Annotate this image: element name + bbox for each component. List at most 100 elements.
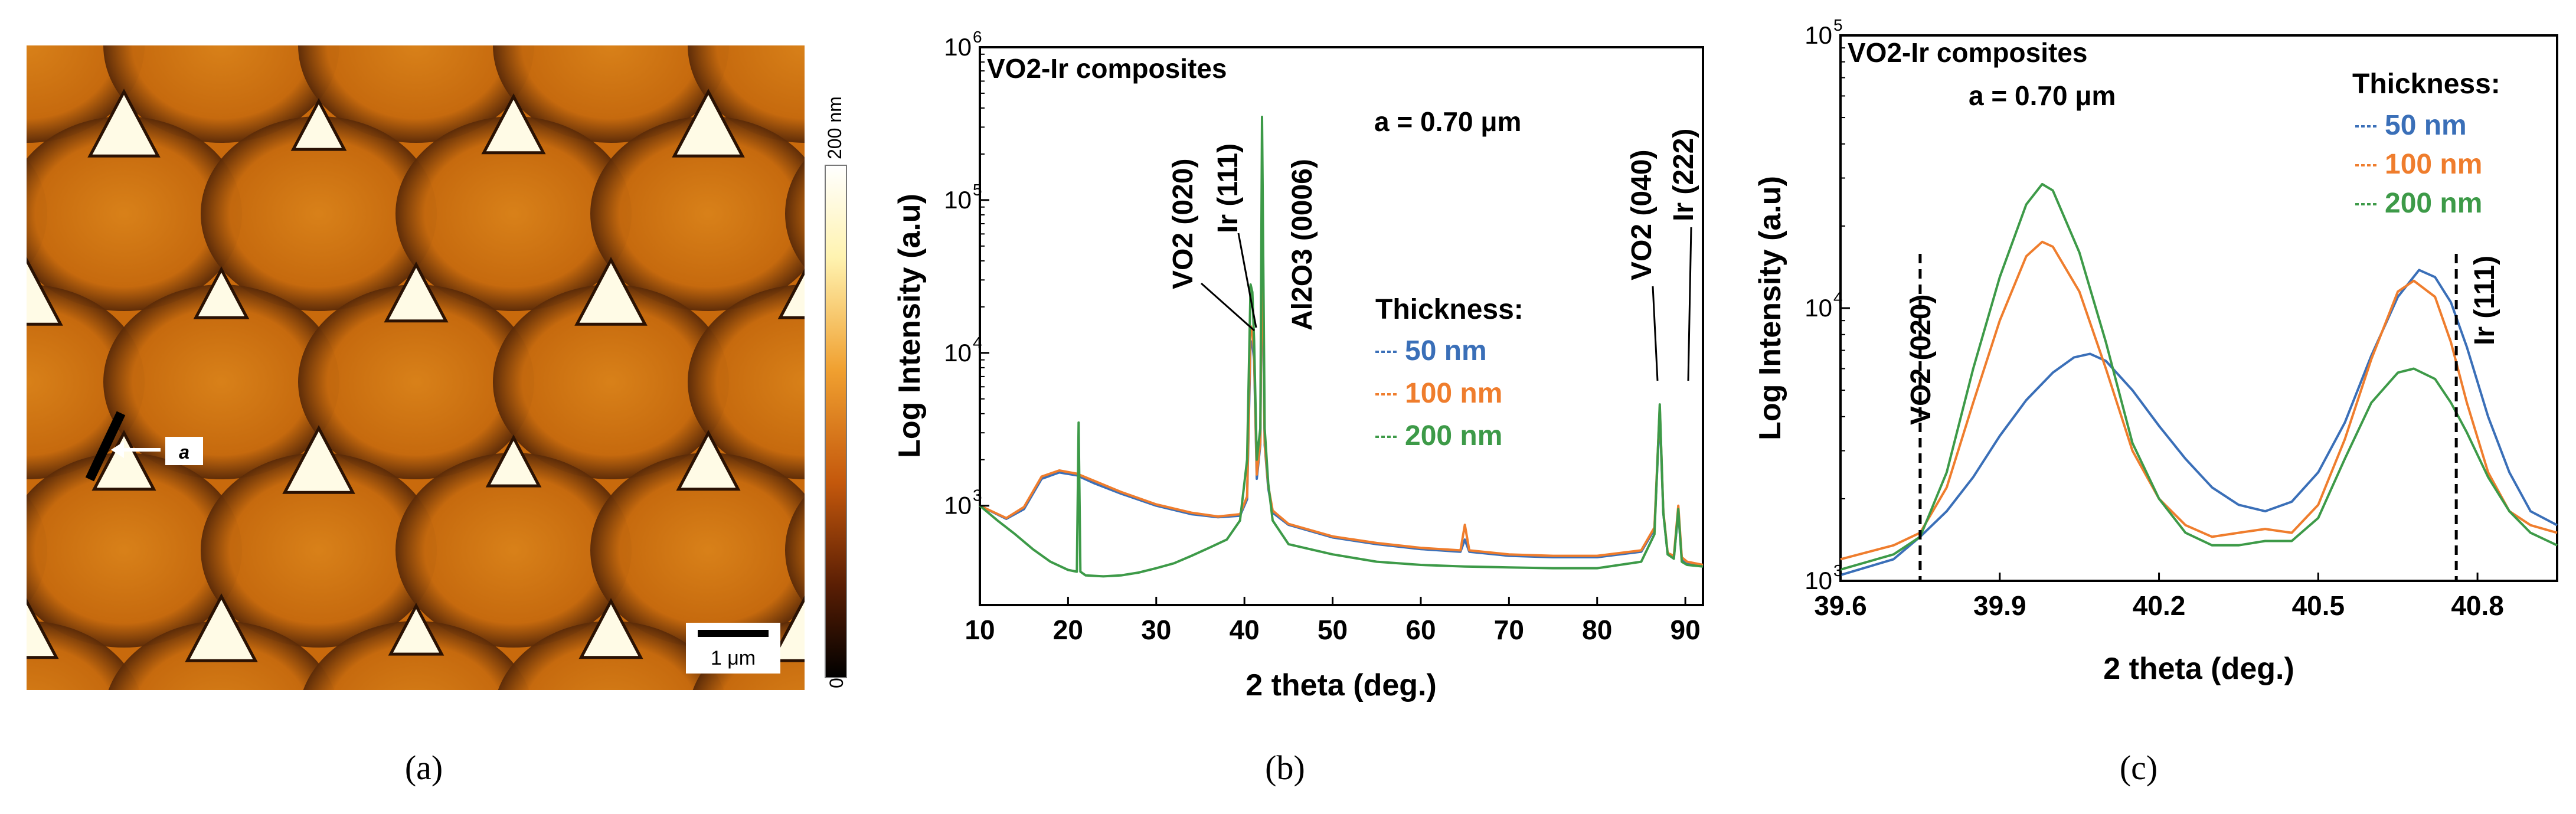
series-line-100nm (1840, 240, 2558, 561)
afm-domain (201, 116, 437, 311)
colorbar-bottom-label: 0 (826, 678, 847, 688)
x-tick-label: 70 (1494, 614, 1524, 645)
chart-b-annotation: a = 0.70 μm (1374, 106, 1521, 137)
y-tick-label: 10 (1804, 294, 1832, 322)
chart-c-ylabel: Log Intensity (a.u) (1753, 176, 1787, 440)
y-tick-label: 10 (944, 492, 972, 519)
chart-b-arrow-ir-222 (1687, 227, 1692, 381)
afm-domain (785, 496, 805, 604)
afm-domain (27, 621, 140, 690)
afm-domain (688, 45, 805, 143)
legend-label: 50 nm (1405, 335, 1487, 367)
series-line-200nm (979, 116, 1704, 578)
afm-triangle (193, 266, 250, 319)
x-tick-label: 20 (1053, 614, 1083, 645)
afm-domain (298, 45, 534, 143)
chart-c-xlabel: 2 theta (deg.) (2103, 652, 2294, 686)
afm-triangle (676, 430, 741, 491)
afm-triangle (27, 257, 63, 326)
afm-triangle (384, 261, 449, 323)
chart-c-legend: 50 nm 100 nm 200 nm (2355, 110, 2482, 219)
afm-domain (493, 285, 729, 479)
afm-domain (395, 116, 632, 311)
y-tick-label: 10 (944, 186, 972, 214)
y-tick-exponent: 3 (973, 486, 982, 505)
afm-triangle (683, 774, 734, 814)
series-line-200nm (1840, 182, 2558, 571)
x-tick-label: 90 (1671, 614, 1701, 645)
afm-triangle (87, 89, 161, 158)
x-tick-label: 40.5 (2292, 590, 2345, 621)
afm-triangle (777, 268, 805, 319)
afm-domain (395, 453, 632, 648)
afm-triangle (388, 603, 444, 656)
chart-b-peak-al2o3: Al2O3 (0006) (1287, 159, 1318, 331)
afm-triangle (481, 93, 546, 155)
afm-triangles (27, 89, 933, 814)
afm-triangle (874, 770, 933, 814)
y-tick-exponent: 4 (1833, 289, 1843, 307)
x-tick-label: 10 (965, 614, 995, 645)
x-tick-label: 39.9 (1973, 590, 2026, 621)
chart-b-arrow-vo2 (1201, 282, 1255, 332)
afm-triangle (878, 102, 929, 150)
afm-domain (590, 453, 805, 648)
chart-b-legend-title: Thickness: (1375, 294, 1524, 325)
legend-label: 50 nm (2385, 110, 2467, 141)
chart-b-legend: 50 nm 100 nm 200 nm (1375, 335, 1502, 452)
afm-marker-bar (85, 411, 126, 482)
y-tick-label: 10 (1804, 21, 1832, 49)
afm-triangle (574, 257, 648, 326)
y-tick-label: 10 (944, 339, 972, 367)
x-tick-label: 60 (1405, 614, 1436, 645)
afm-colorbar (825, 165, 847, 678)
x-tick-label: 40.2 (2133, 590, 2186, 621)
afm-domain (688, 285, 805, 479)
legend-label: 200 nm (2385, 188, 2482, 219)
x-tick-label: 39.6 (1814, 590, 1867, 621)
afm-triangle (578, 598, 643, 659)
afm-triangle (290, 98, 347, 151)
chart-c-frame (1839, 34, 2558, 582)
chart-c-annotation: a = 0.70 μm (1969, 80, 2116, 111)
legend-label: 100 nm (1405, 378, 1502, 409)
afm-domain (103, 45, 339, 143)
colorbar-top-label: 200 nm (824, 96, 845, 159)
afm-triangle (27, 598, 59, 659)
afm-domain (201, 453, 437, 648)
afm-domain (103, 285, 339, 479)
afm-marker-box (165, 437, 203, 465)
caption-a: (a) (405, 748, 443, 787)
chart-c-ref-ir-label: Ir (111) (2469, 256, 2500, 345)
afm-image (27, 45, 933, 814)
afm-triangle (479, 765, 547, 814)
afm-domains (27, 45, 805, 690)
y-tick-exponent: 5 (1833, 16, 1843, 34)
legend-label: 100 nm (2385, 149, 2482, 180)
afm-marker-arrowhead (111, 442, 124, 458)
x-tick-label: 30 (1141, 614, 1171, 645)
afm-triangle (672, 89, 745, 158)
afm-domain (298, 285, 534, 479)
caption-b: (b) (1265, 748, 1305, 787)
chart-c-legend-title: Thickness: (2352, 68, 2500, 100)
afm-triangle (289, 770, 349, 814)
chart-b-arrow-ir (1237, 233, 1257, 328)
y-tick-label: 10 (944, 33, 972, 61)
chart-c-reference-lines (1918, 254, 2458, 581)
afm-triangle (99, 774, 149, 814)
y-tick-exponent: 5 (973, 181, 982, 199)
scalebar (698, 630, 769, 637)
afm-domain (493, 45, 729, 143)
chart-b-peak-ir-111: Ir (111) (1212, 143, 1244, 233)
chart-b-peak-vo2-020: VO2 (020) (1168, 159, 1199, 289)
afm-domain (590, 116, 805, 311)
y-tick-exponent: 3 (1833, 561, 1843, 580)
y-tick-exponent: 4 (973, 334, 982, 352)
scalebar-label: 1 μm (711, 647, 756, 669)
chart-b-title: VO2-Ir composites (987, 53, 1227, 84)
chart-c-title: VO2-Ir composites (1848, 37, 2087, 68)
chart-c-ref-vo2-label: VO2 (020) (1905, 295, 1937, 425)
